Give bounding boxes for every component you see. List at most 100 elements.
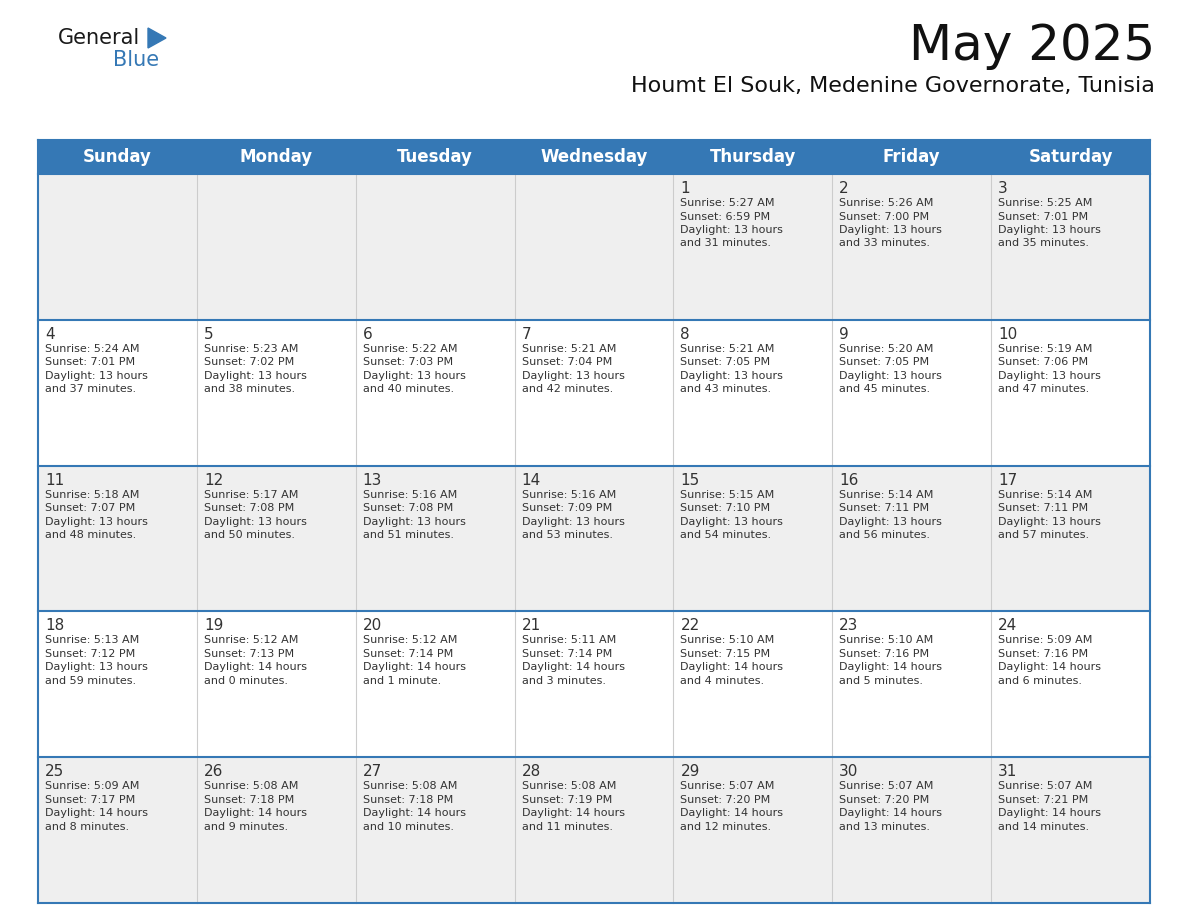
Text: and 10 minutes.: and 10 minutes. [362,822,454,832]
Text: Daylight: 13 hours: Daylight: 13 hours [45,371,147,381]
Text: 14: 14 [522,473,541,487]
Text: Sunset: 7:00 PM: Sunset: 7:00 PM [839,211,929,221]
Text: and 47 minutes.: and 47 minutes. [998,385,1089,395]
Text: Sunset: 7:01 PM: Sunset: 7:01 PM [45,357,135,367]
Bar [38,140,1150,174]
Text: Sunset: 7:06 PM: Sunset: 7:06 PM [998,357,1088,367]
Text: 13: 13 [362,473,383,487]
Text: and 51 minutes.: and 51 minutes. [362,530,454,540]
Text: and 5 minutes.: and 5 minutes. [839,676,923,686]
Text: Daylight: 14 hours: Daylight: 14 hours [998,663,1101,672]
Text: Daylight: 14 hours: Daylight: 14 hours [998,808,1101,818]
Text: Sunset: 7:13 PM: Sunset: 7:13 PM [204,649,293,659]
Text: Daylight: 14 hours: Daylight: 14 hours [204,808,307,818]
Text: 28: 28 [522,764,541,779]
Text: Daylight: 13 hours: Daylight: 13 hours [204,517,307,527]
Text: Sunset: 7:16 PM: Sunset: 7:16 PM [998,649,1088,659]
Text: Daylight: 13 hours: Daylight: 13 hours [681,225,783,235]
Text: Sunrise: 5:15 AM: Sunrise: 5:15 AM [681,489,775,499]
Text: Daylight: 14 hours: Daylight: 14 hours [204,663,307,672]
Text: Sunset: 7:11 PM: Sunset: 7:11 PM [998,503,1088,513]
Text: 31: 31 [998,764,1017,779]
Text: and 8 minutes.: and 8 minutes. [45,822,129,832]
Text: Sunrise: 5:07 AM: Sunrise: 5:07 AM [998,781,1093,791]
Text: Daylight: 13 hours: Daylight: 13 hours [204,371,307,381]
Text: 15: 15 [681,473,700,487]
Text: and 57 minutes.: and 57 minutes. [998,530,1089,540]
Text: and 13 minutes.: and 13 minutes. [839,822,930,832]
Text: Sunrise: 5:08 AM: Sunrise: 5:08 AM [204,781,298,791]
Text: 11: 11 [45,473,64,487]
Text: and 4 minutes.: and 4 minutes. [681,676,765,686]
Text: Sunrise: 5:09 AM: Sunrise: 5:09 AM [998,635,1093,645]
Text: Sunset: 7:18 PM: Sunset: 7:18 PM [362,795,453,805]
Bar [38,611,1150,757]
Text: Sunrise: 5:13 AM: Sunrise: 5:13 AM [45,635,139,645]
Text: Daylight: 14 hours: Daylight: 14 hours [45,808,148,818]
Text: and 6 minutes.: and 6 minutes. [998,676,1082,686]
Text: 20: 20 [362,619,383,633]
Text: and 42 minutes.: and 42 minutes. [522,385,613,395]
Text: 2: 2 [839,181,849,196]
Text: 12: 12 [204,473,223,487]
Text: Daylight: 13 hours: Daylight: 13 hours [681,371,783,381]
Text: and 12 minutes.: and 12 minutes. [681,822,771,832]
Text: Daylight: 13 hours: Daylight: 13 hours [522,517,625,527]
Text: Sunset: 6:59 PM: Sunset: 6:59 PM [681,211,771,221]
Text: and 43 minutes.: and 43 minutes. [681,385,771,395]
Text: Sunrise: 5:21 AM: Sunrise: 5:21 AM [681,344,775,353]
Text: Daylight: 13 hours: Daylight: 13 hours [998,371,1101,381]
Text: Daylight: 13 hours: Daylight: 13 hours [998,517,1101,527]
Bar [38,319,1150,465]
Text: Sunrise: 5:10 AM: Sunrise: 5:10 AM [681,635,775,645]
Text: Sunset: 7:08 PM: Sunset: 7:08 PM [362,503,453,513]
Text: 30: 30 [839,764,859,779]
Text: Sunset: 7:18 PM: Sunset: 7:18 PM [204,795,295,805]
Bar [38,757,1150,903]
Text: Sunset: 7:04 PM: Sunset: 7:04 PM [522,357,612,367]
Text: General: General [58,28,140,48]
Text: Sunrise: 5:23 AM: Sunrise: 5:23 AM [204,344,298,353]
Text: Sunrise: 5:22 AM: Sunrise: 5:22 AM [362,344,457,353]
Text: and 59 minutes.: and 59 minutes. [45,676,137,686]
Text: and 53 minutes.: and 53 minutes. [522,530,613,540]
Text: Sunset: 7:17 PM: Sunset: 7:17 PM [45,795,135,805]
Text: Sunset: 7:20 PM: Sunset: 7:20 PM [839,795,929,805]
Text: 19: 19 [204,619,223,633]
Text: and 54 minutes.: and 54 minutes. [681,530,771,540]
Text: Sunrise: 5:21 AM: Sunrise: 5:21 AM [522,344,615,353]
Text: and 14 minutes.: and 14 minutes. [998,822,1089,832]
Text: Sunset: 7:11 PM: Sunset: 7:11 PM [839,503,929,513]
Text: Daylight: 13 hours: Daylight: 13 hours [839,517,942,527]
Text: and 45 minutes.: and 45 minutes. [839,385,930,395]
Text: Sunrise: 5:12 AM: Sunrise: 5:12 AM [204,635,298,645]
Polygon shape [148,28,166,48]
Text: Daylight: 14 hours: Daylight: 14 hours [362,663,466,672]
Text: Daylight: 13 hours: Daylight: 13 hours [362,517,466,527]
Text: Wednesday: Wednesday [541,148,647,166]
Text: Sunrise: 5:08 AM: Sunrise: 5:08 AM [362,781,457,791]
Text: Daylight: 13 hours: Daylight: 13 hours [522,371,625,381]
Text: 21: 21 [522,619,541,633]
Text: 1: 1 [681,181,690,196]
Text: Sunrise: 5:14 AM: Sunrise: 5:14 AM [839,489,934,499]
Text: Sunset: 7:10 PM: Sunset: 7:10 PM [681,503,771,513]
Text: Sunrise: 5:19 AM: Sunrise: 5:19 AM [998,344,1093,353]
Text: Sunrise: 5:16 AM: Sunrise: 5:16 AM [362,489,457,499]
Text: Sunrise: 5:25 AM: Sunrise: 5:25 AM [998,198,1093,208]
Text: 16: 16 [839,473,859,487]
Text: Daylight: 14 hours: Daylight: 14 hours [839,663,942,672]
Text: Daylight: 14 hours: Daylight: 14 hours [839,808,942,818]
Text: 29: 29 [681,764,700,779]
Text: Sunrise: 5:18 AM: Sunrise: 5:18 AM [45,489,139,499]
Text: Sunset: 7:16 PM: Sunset: 7:16 PM [839,649,929,659]
Text: and 40 minutes.: and 40 minutes. [362,385,454,395]
Text: Daylight: 13 hours: Daylight: 13 hours [839,371,942,381]
Text: Daylight: 14 hours: Daylight: 14 hours [681,808,783,818]
Text: 17: 17 [998,473,1017,487]
Text: 7: 7 [522,327,531,341]
Text: Friday: Friday [883,148,941,166]
Text: Sunrise: 5:08 AM: Sunrise: 5:08 AM [522,781,615,791]
Text: Sunrise: 5:10 AM: Sunrise: 5:10 AM [839,635,934,645]
Text: Daylight: 14 hours: Daylight: 14 hours [681,663,783,672]
